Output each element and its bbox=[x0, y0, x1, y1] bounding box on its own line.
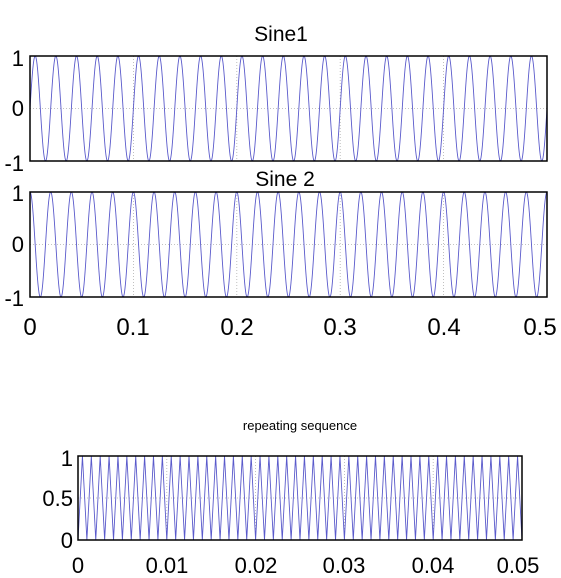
subplot-2-xtick-label: 0.5 bbox=[523, 314, 556, 341]
subplot-3-xtick-label: 0.02 bbox=[235, 553, 278, 578]
subplot-sine1: Sine1 1 0 -1 bbox=[4, 23, 548, 176]
subplot-3-xtick-label: 0.01 bbox=[146, 553, 189, 578]
subplot-2-ytick-label: 0 bbox=[12, 232, 24, 257]
subplot-1-title: Sine1 bbox=[254, 23, 308, 46]
subplot-repeating-sequence: repeating sequence 1 0.5 0 0 0.01 0.02 0… bbox=[42, 418, 539, 578]
subplot-1-ytick-label: 1 bbox=[12, 46, 24, 71]
subplot-2-xticks: 0 0.1 0.2 0.3 0.4 0.5 bbox=[23, 314, 556, 341]
subplot-3-xtick-label: 0.04 bbox=[412, 553, 455, 578]
subplot-2-xtick-label: 0.3 bbox=[323, 314, 356, 341]
subplot-3-yticks: 1 0.5 0 bbox=[42, 446, 73, 553]
subplot-3-xtick-label: 0.03 bbox=[323, 553, 366, 578]
subplot-1-ytick-label: -1 bbox=[4, 151, 24, 176]
subplot-3-ytick-label: 0 bbox=[61, 528, 73, 553]
subplot-3-axes-box bbox=[77, 455, 523, 541]
subplot-3-ytick-label: 0.5 bbox=[42, 486, 73, 511]
subplot-2-xtick-label: 0.4 bbox=[427, 314, 460, 341]
subplot-2-ytick-label: -1 bbox=[4, 286, 24, 311]
subplot-1-ytick-label: 0 bbox=[12, 96, 24, 121]
subplot-2-yticks: 1 0 -1 bbox=[4, 181, 24, 311]
subplot-sine2: Sine 2 1 0 -1 0 0.1 0.2 0.3 0.4 0.5 bbox=[4, 168, 556, 341]
subplot-1-axes-box bbox=[29, 55, 548, 162]
subplot-2-ytick-label: 1 bbox=[12, 181, 24, 206]
subplot-3-title: repeating sequence bbox=[243, 418, 357, 433]
subplot-2-xtick-label: 0.2 bbox=[220, 314, 253, 341]
subplot-3-xticks: 0 0.01 0.02 0.03 0.04 0.05 bbox=[72, 553, 540, 578]
subplot-1-yticks: 1 0 -1 bbox=[4, 46, 24, 176]
subplot-1-series-line bbox=[29, 55, 548, 162]
subplot-3-ytick-label: 1 bbox=[61, 446, 73, 471]
subplot-2-title: Sine 2 bbox=[255, 168, 315, 191]
subplot-3-xtick-label: 0.05 bbox=[497, 553, 540, 578]
subplot-2-xtick-label: 0.1 bbox=[116, 314, 149, 341]
subplot-3-xtick-label: 0 bbox=[72, 553, 84, 578]
subplot-3-grid bbox=[78, 456, 522, 540]
subplot-2-axes-box bbox=[29, 191, 548, 298]
subplot-2-xtick-label: 0 bbox=[23, 314, 36, 341]
subplot-2-grid bbox=[30, 192, 547, 297]
